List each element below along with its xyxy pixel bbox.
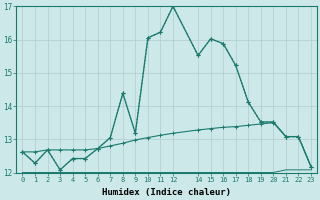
X-axis label: Humidex (Indice chaleur): Humidex (Indice chaleur) — [102, 188, 231, 197]
